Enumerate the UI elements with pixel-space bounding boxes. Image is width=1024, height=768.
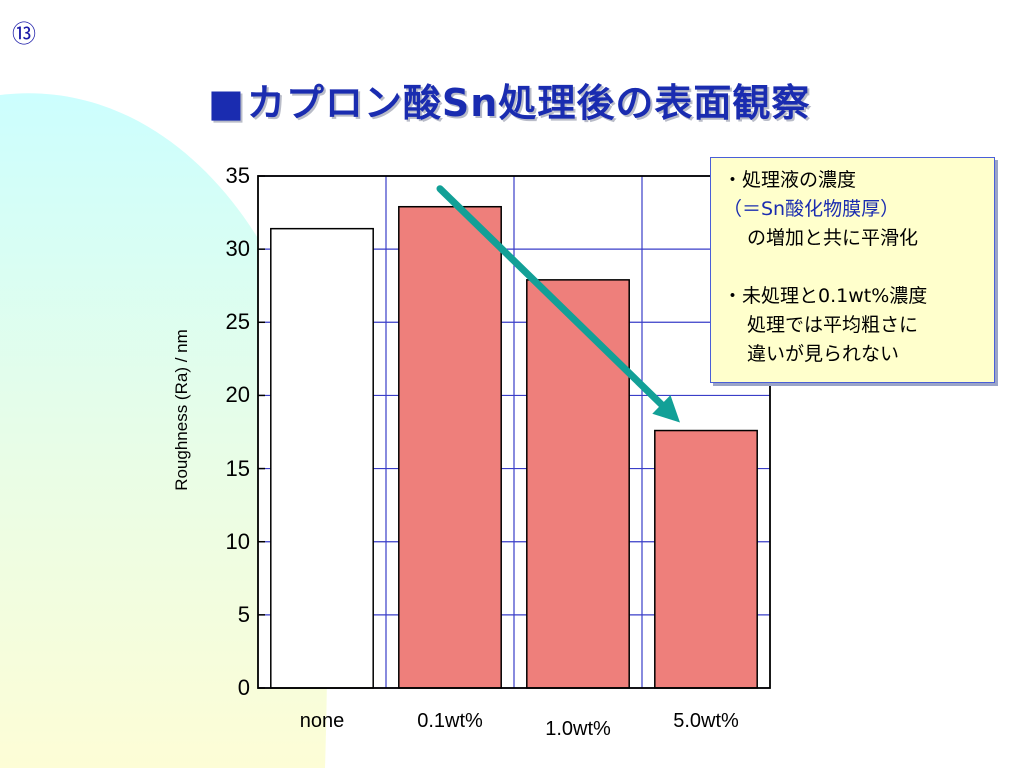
y-tick-label: 5 (237, 601, 250, 627)
slide-title: ■カプロン酸Sn処理後の表面観察 (208, 72, 810, 127)
y-tick-label: 30 (225, 236, 250, 262)
title-square-icon: ■ (208, 81, 245, 125)
trend-arrow-line (436, 185, 665, 408)
y-tick-label: 35 (225, 163, 250, 188)
note-line: の増加と共に平滑化 (747, 227, 919, 249)
x-tick-label: 0.1wt% (417, 710, 483, 732)
x-tick-label: 1.0wt% (545, 718, 611, 740)
x-tick-label: 5.0wt% (673, 710, 739, 732)
bar (526, 279, 630, 689)
y-tick-label: 15 (225, 455, 250, 481)
bar (398, 205, 502, 689)
y-tick-label: 0 (237, 675, 250, 700)
note-line: 違いが見られない (747, 343, 900, 365)
y-tick-label: 20 (225, 382, 250, 408)
bar (270, 227, 374, 689)
trend-arrow-head-icon (652, 395, 680, 423)
bar (654, 429, 758, 689)
plot-frame (257, 175, 771, 689)
y-tick-label: 25 (225, 309, 250, 335)
y-tick-label: 10 (225, 528, 250, 554)
slide-number: ⑬ (12, 20, 36, 48)
note-line: 処理では平均粗さに (747, 314, 919, 336)
note-line: ・未処理と0.1wt%濃度 (723, 285, 928, 307)
background-curve (0, 93, 328, 768)
x-tick-label: none (299, 710, 345, 732)
note-line: ・処理液の濃度 (723, 169, 857, 191)
y-axis-label: Roughness (Ra) / nm (172, 329, 191, 491)
note-line: （＝Sn酸化物膜厚） (723, 198, 900, 220)
title-text: カプロン酸Sn処理後の表面観察 (246, 81, 811, 125)
note-box: ・処理液の濃度 （＝Sn酸化物膜厚） の増加と共に平滑化 ・未処理と0.1wt%… (710, 157, 995, 383)
